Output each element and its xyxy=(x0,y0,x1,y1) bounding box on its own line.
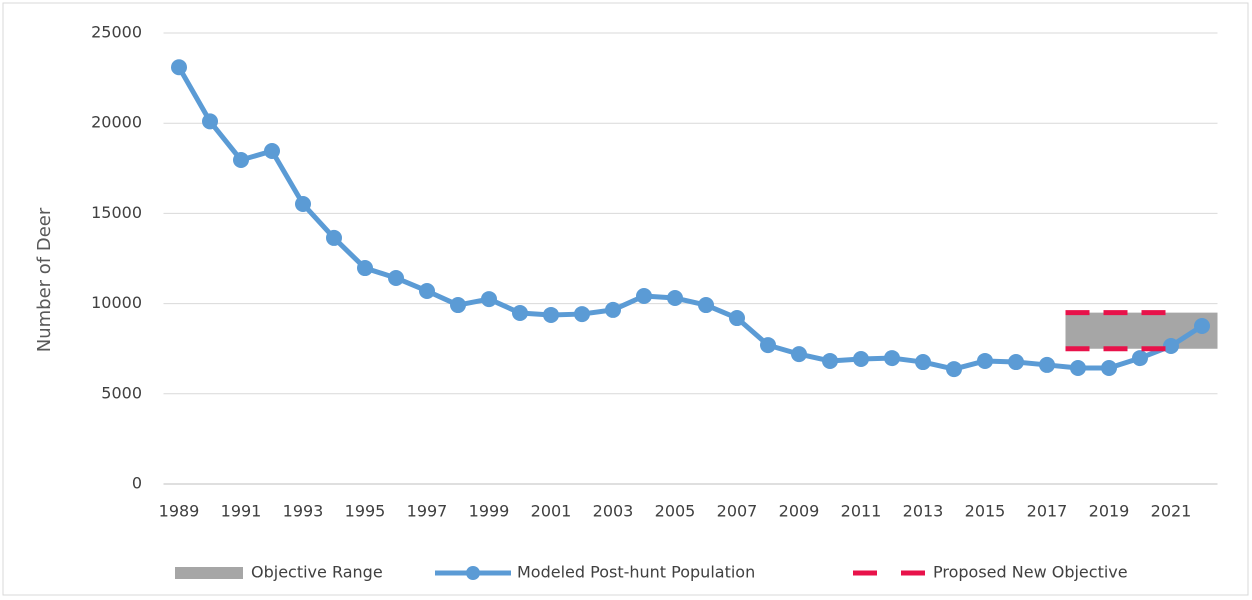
x-tick-label: 1995 xyxy=(345,502,386,521)
population-marker xyxy=(450,297,466,314)
x-tick-label: 2017 xyxy=(1027,502,1068,521)
population-marker xyxy=(1132,350,1148,367)
population-marker xyxy=(481,291,497,308)
population-line xyxy=(176,66,1204,372)
population-marker xyxy=(1008,354,1024,371)
population-marker xyxy=(233,152,249,169)
x-tick-label: 1999 xyxy=(469,502,510,521)
x-tick-label: 2005 xyxy=(655,502,696,521)
population-marker xyxy=(295,196,311,213)
population-marker xyxy=(512,304,528,321)
population-marker xyxy=(543,306,559,323)
population-marker xyxy=(605,301,621,318)
population-marker xyxy=(1101,360,1117,377)
population-marker xyxy=(698,297,714,314)
population-marker xyxy=(853,350,869,367)
y-tick-label: 10000 xyxy=(91,293,142,312)
population-marker xyxy=(977,352,993,369)
y-tick-label: 15000 xyxy=(91,203,142,222)
y-tick-label: 25000 xyxy=(91,23,142,42)
population-marker xyxy=(326,229,342,246)
legend-swatch xyxy=(175,567,243,579)
population-marker xyxy=(419,282,435,299)
x-tick-label: 2009 xyxy=(779,502,820,521)
population-marker xyxy=(636,288,652,305)
x-tick-label: 2011 xyxy=(841,502,882,521)
population-marker xyxy=(388,269,404,286)
legend-label: Proposed New Objective xyxy=(933,563,1128,582)
population-marker xyxy=(946,361,962,378)
population-marker xyxy=(1194,317,1210,334)
x-tick-label: 1989 xyxy=(159,502,200,521)
y-tick-label: 5000 xyxy=(101,383,142,402)
x-tick-label: 1997 xyxy=(407,502,448,521)
population-marker xyxy=(822,352,838,369)
x-tick-label: 1991 xyxy=(221,502,262,521)
legend-label: Modeled Post-hunt Population xyxy=(517,563,755,582)
population-marker xyxy=(1039,356,1055,373)
population-marker xyxy=(574,306,590,323)
x-tick-label: 1993 xyxy=(283,502,324,521)
population-marker xyxy=(791,346,807,363)
legend-label: Objective Range xyxy=(251,563,383,582)
population-marker xyxy=(729,310,745,327)
x-tick-label: 2019 xyxy=(1089,502,1130,521)
x-tick-label: 2001 xyxy=(531,502,572,521)
x-tick-label: 2013 xyxy=(903,502,944,521)
population-marker xyxy=(667,290,683,307)
population-marker xyxy=(884,350,900,367)
population-marker xyxy=(202,113,218,130)
population-marker xyxy=(1163,337,1179,354)
population-marker xyxy=(1070,360,1086,377)
x-tick-label: 2007 xyxy=(717,502,758,521)
population-marker xyxy=(357,260,373,277)
legend-swatch xyxy=(466,566,480,580)
y-tick-label: 20000 xyxy=(91,113,142,132)
y-axis-title: Number of Deer xyxy=(34,207,55,352)
population-marker xyxy=(171,59,187,76)
x-tick-label: 2021 xyxy=(1151,502,1192,521)
x-tick-label: 2015 xyxy=(965,502,1006,521)
population-marker xyxy=(915,354,931,371)
population-marker xyxy=(264,142,280,159)
y-tick-label: 0 xyxy=(132,474,142,493)
x-tick-label: 2003 xyxy=(593,502,634,521)
population-marker xyxy=(760,337,776,354)
